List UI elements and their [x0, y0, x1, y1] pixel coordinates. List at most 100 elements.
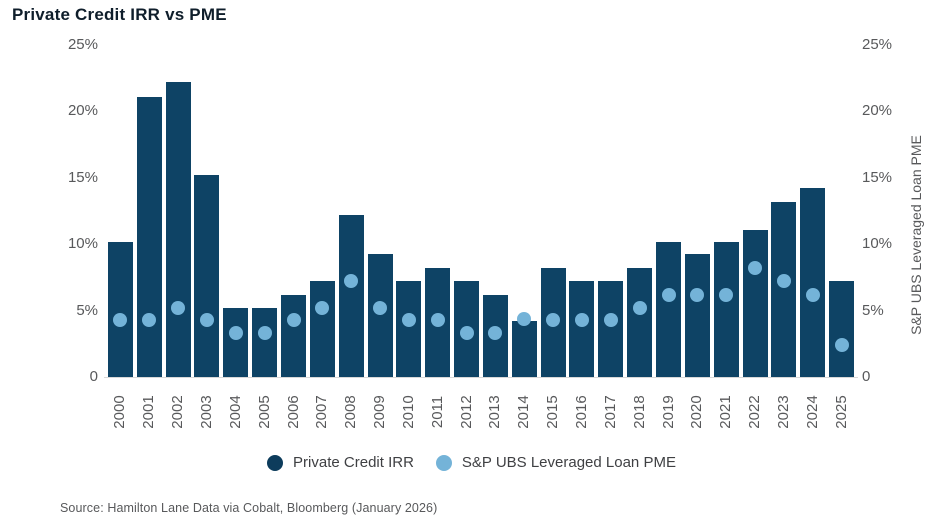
source-note: Source: Hamilton Lane Data via Cobalt, B…	[60, 501, 438, 515]
pme-dot-2009	[373, 300, 388, 315]
y-tick-left-10: 10%	[67, 235, 98, 253]
bar-2023	[771, 201, 797, 377]
pme-dot-2014	[517, 311, 532, 326]
x-tick-2019: 2019	[659, 395, 677, 429]
pme-dot-2003	[199, 312, 214, 327]
x-tick-2025: 2025	[832, 395, 850, 429]
pme-dot-2023	[776, 274, 791, 289]
bar-2010	[396, 281, 422, 377]
x-tick-2024: 2024	[803, 395, 821, 429]
y-axis-right: 0 5% 10% 15% 20% 25%	[862, 36, 932, 385]
y-tick-right-10: 10%	[862, 235, 893, 253]
x-tick-2013: 2013	[486, 395, 504, 429]
y-tick-right-15: 15%	[862, 168, 893, 186]
x-tick-2004: 2004	[226, 395, 244, 429]
chart-legend: Private Credit IRR S&P UBS Leveraged Loa…	[0, 454, 943, 471]
bar-2016	[569, 281, 595, 377]
x-tick-2003: 2003	[197, 395, 215, 429]
bar-2021	[713, 241, 739, 377]
x-tick-2016: 2016	[572, 395, 590, 429]
bar-2008	[338, 214, 364, 377]
bar-2009	[367, 253, 393, 377]
bar-2002	[165, 82, 191, 377]
bar-2018	[627, 268, 653, 377]
pme-dot-2025	[834, 338, 849, 353]
pme-dot-2020	[690, 287, 705, 302]
pme-dot-2001	[142, 312, 157, 327]
y-tick-left-5: 5%	[76, 301, 98, 319]
bar-2020	[684, 253, 710, 377]
bar-2003	[194, 175, 220, 377]
bar-2000	[107, 241, 133, 377]
pme-dot-2012	[459, 326, 474, 341]
x-tick-2009: 2009	[371, 395, 389, 429]
pme-dot-2007	[315, 300, 330, 315]
bar-2017	[598, 281, 624, 377]
pme-dot-2008	[344, 274, 359, 289]
pme-dot-2011	[430, 312, 445, 327]
legend-item-sp-ubs-leveraged-loan-pme: S&P UBS Leveraged Loan PME	[435, 454, 676, 471]
legend-item-private-credit-irr: Private Credit IRR	[267, 454, 414, 471]
bar-2025	[829, 281, 855, 377]
pme-dot-2006	[286, 312, 301, 327]
bar-2006	[281, 294, 306, 377]
pme-dot-2000	[113, 312, 128, 327]
x-tick-2007: 2007	[313, 395, 331, 429]
pme-dot-2004	[228, 326, 243, 341]
x-tick-2022: 2022	[746, 395, 764, 429]
y-tick-left-0: 0	[89, 368, 98, 385]
y-tick-left-20: 20%	[67, 102, 98, 120]
pme-dot-2010	[401, 312, 416, 327]
x-tick-2008: 2008	[342, 395, 360, 429]
y-tick-right-5: 5%	[862, 301, 884, 319]
bar-2004	[223, 307, 249, 377]
right-axis-title: S&P UBS Leveraged Loan PME	[908, 135, 924, 335]
x-tick-2001: 2001	[140, 395, 158, 429]
pme-dot-2021	[719, 287, 734, 302]
x-tick-2015: 2015	[544, 395, 562, 429]
chart-title: Private Credit IRR vs PME	[12, 5, 227, 24]
x-tick-2014: 2014	[515, 395, 533, 429]
x-tick-2018: 2018	[630, 395, 648, 429]
y-tick-left-15: 15%	[67, 168, 98, 186]
bar-2024	[800, 188, 826, 377]
x-tick-2017: 2017	[601, 395, 619, 429]
bar-2014	[511, 321, 537, 377]
x-tick-2010: 2010	[399, 395, 417, 429]
pme-dot-2002	[171, 300, 186, 315]
pme-dot-2018	[632, 300, 647, 315]
legend-label: Private Credit IRR	[293, 454, 414, 471]
bar-2007	[309, 281, 335, 377]
y-axis-left: 0 5% 10% 15% 20% 25%	[0, 36, 98, 385]
pme-dot-2022	[748, 261, 763, 276]
x-axis-baseline	[104, 377, 858, 378]
pme-dot-2013	[488, 326, 503, 341]
x-tick-2011: 2011	[428, 395, 446, 429]
x-tick-2023: 2023	[774, 395, 792, 429]
x-tick-2012: 2012	[457, 395, 475, 429]
x-tick-2005: 2005	[255, 395, 273, 429]
x-tick-2020: 2020	[688, 395, 706, 429]
x-axis: 2000 2001 2002 2003 2004 2005 2006 2007 2008 2009…	[106, 377, 856, 441]
x-tick-2021: 2021	[717, 395, 735, 429]
x-tick-2006: 2006	[284, 395, 302, 429]
pme-dot-2016	[574, 312, 589, 327]
pme-dot-2015	[546, 312, 561, 327]
pme-dot-2019	[661, 287, 676, 302]
pme-dot-2024	[805, 287, 820, 302]
bar-2005	[252, 307, 278, 377]
legend-marker-dark-circle-icon	[267, 454, 284, 471]
y-tick-right-25: 25%	[862, 36, 893, 53]
bar-2019	[656, 241, 681, 377]
legend-marker-light-circle-icon	[435, 454, 452, 471]
pme-dot-2005	[257, 326, 272, 341]
y-tick-left-25: 25%	[67, 36, 98, 53]
y-tick-right-0: 0	[862, 368, 871, 385]
x-tick-2000: 2000	[111, 395, 129, 429]
y-tick-right-20: 20%	[862, 102, 893, 120]
bar-2022	[742, 229, 768, 377]
plot-area	[106, 45, 856, 377]
pme-dot-2017	[603, 312, 618, 327]
bar-2001	[136, 96, 162, 377]
